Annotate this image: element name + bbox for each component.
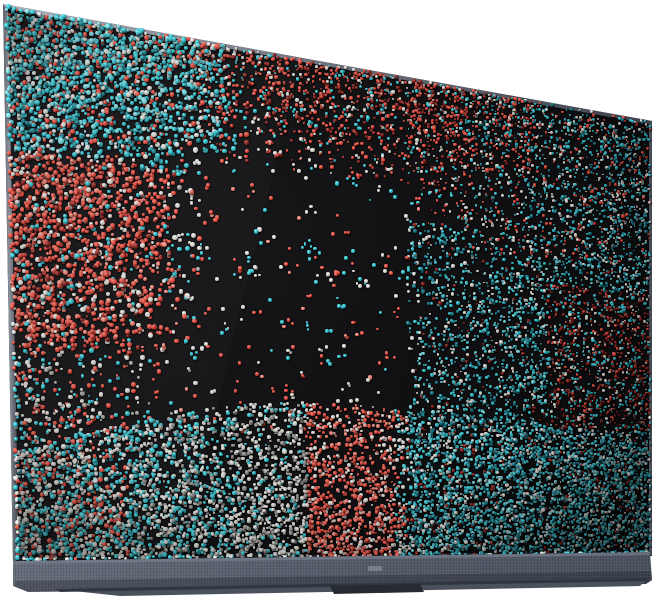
product-photo-stage: [3, 4, 652, 596]
